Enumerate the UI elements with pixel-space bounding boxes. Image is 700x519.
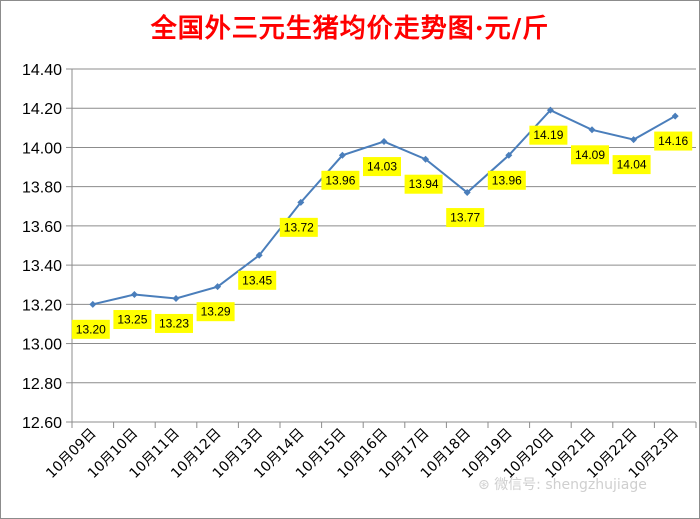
data-label-bg bbox=[196, 302, 235, 322]
data-label-bg bbox=[612, 155, 651, 175]
data-point bbox=[214, 283, 222, 291]
data-point bbox=[255, 251, 263, 259]
x-tick-labels: 10月09日10月10日10月11日10月12日10月13日10月14日10月1… bbox=[43, 426, 682, 482]
y-tick-label: 14.40 bbox=[22, 62, 62, 79]
data-label: 14.16 bbox=[654, 131, 693, 151]
data-point bbox=[463, 189, 471, 197]
data-point bbox=[172, 294, 180, 302]
data-label: 13.29 bbox=[196, 302, 235, 322]
data-label-text: 13.72 bbox=[284, 220, 314, 234]
data-label-bg bbox=[654, 131, 693, 151]
data-label-bg bbox=[279, 217, 318, 237]
data-label: 13.77 bbox=[446, 208, 485, 228]
data-points bbox=[89, 106, 679, 308]
data-label-text: 13.96 bbox=[492, 173, 522, 187]
y-tick-label: 13.80 bbox=[22, 180, 62, 197]
data-label: 14.03 bbox=[363, 157, 401, 177]
data-point bbox=[89, 300, 97, 308]
data-label-text: 13.96 bbox=[325, 173, 355, 187]
data-label-text: 13.45 bbox=[242, 273, 272, 287]
data-label-text: 13.77 bbox=[450, 211, 480, 225]
data-point bbox=[630, 136, 638, 144]
data-point bbox=[380, 138, 388, 146]
data-label: 14.04 bbox=[612, 155, 651, 175]
data-label-text: 14.09 bbox=[575, 148, 605, 162]
y-tick-labels: 12.60 12.80 13.00 13.20 13.40 13.60 13.80 14.00… bbox=[22, 62, 62, 432]
data-label: 13.20 bbox=[71, 319, 110, 339]
data-label-bg bbox=[571, 145, 609, 165]
data-label-text: 13.23 bbox=[159, 316, 189, 330]
data-label-text: 13.29 bbox=[201, 305, 231, 319]
wechat-icon: ⊛ bbox=[478, 477, 495, 493]
data-label-bg bbox=[446, 208, 485, 228]
data-label-text: 13.25 bbox=[117, 313, 147, 327]
data-point bbox=[297, 198, 305, 206]
data-label-text: 14.03 bbox=[367, 160, 397, 174]
y-tick-label: 12.80 bbox=[22, 376, 62, 393]
data-point bbox=[671, 112, 679, 120]
data-label-text: 14.16 bbox=[658, 134, 688, 148]
data-label-bg bbox=[155, 313, 193, 333]
data-label: 14.19 bbox=[529, 125, 568, 145]
y-tick-label: 13.00 bbox=[22, 337, 62, 354]
data-label-bg bbox=[321, 170, 360, 190]
y-tick-label: 14.00 bbox=[22, 140, 62, 157]
y-tick-label: 12.60 bbox=[22, 415, 62, 432]
data-label-bg bbox=[113, 310, 152, 330]
data-label-bg bbox=[363, 157, 401, 177]
data-point bbox=[588, 126, 596, 134]
y-tick-label: 13.40 bbox=[22, 258, 62, 275]
data-point bbox=[422, 155, 430, 163]
chart-title: 全国外三元生猪均价走势图·元/斤 bbox=[150, 14, 550, 44]
data-point bbox=[130, 291, 138, 299]
data-label-bg bbox=[487, 170, 526, 190]
data-label-bg bbox=[71, 319, 110, 339]
watermark: ⊛ 微信号: shengzhujiage bbox=[478, 477, 647, 493]
data-label-bg bbox=[529, 125, 568, 145]
data-label: 14.09 bbox=[571, 145, 609, 165]
data-label: 13.96 bbox=[487, 170, 526, 190]
data-point bbox=[505, 151, 513, 159]
y-tick-label: 14.20 bbox=[22, 101, 62, 118]
data-label: 13.45 bbox=[238, 270, 277, 290]
data-labels: 13.20 13.25 13.23 13.29 13.45 13.72 13.96 14.03… bbox=[71, 125, 693, 339]
data-label: 13.25 bbox=[113, 310, 152, 330]
data-point bbox=[338, 151, 346, 159]
data-label: 13.94 bbox=[404, 174, 443, 194]
data-label-text: 14.19 bbox=[533, 128, 563, 142]
data-label: 13.23 bbox=[155, 313, 193, 333]
data-label-bg bbox=[404, 174, 443, 194]
data-label-text: 13.20 bbox=[76, 322, 106, 336]
data-label-text: 14.04 bbox=[617, 158, 647, 172]
data-point bbox=[546, 106, 554, 114]
data-label: 13.72 bbox=[279, 217, 318, 237]
data-label: 13.96 bbox=[321, 170, 360, 190]
y-tick-label: 13.20 bbox=[22, 297, 62, 314]
grid-lines bbox=[72, 68, 696, 423]
data-label-text: 13.94 bbox=[409, 177, 439, 191]
axes bbox=[66, 68, 697, 428]
data-label-bg bbox=[238, 270, 277, 290]
y-tick-label: 13.60 bbox=[22, 219, 62, 236]
